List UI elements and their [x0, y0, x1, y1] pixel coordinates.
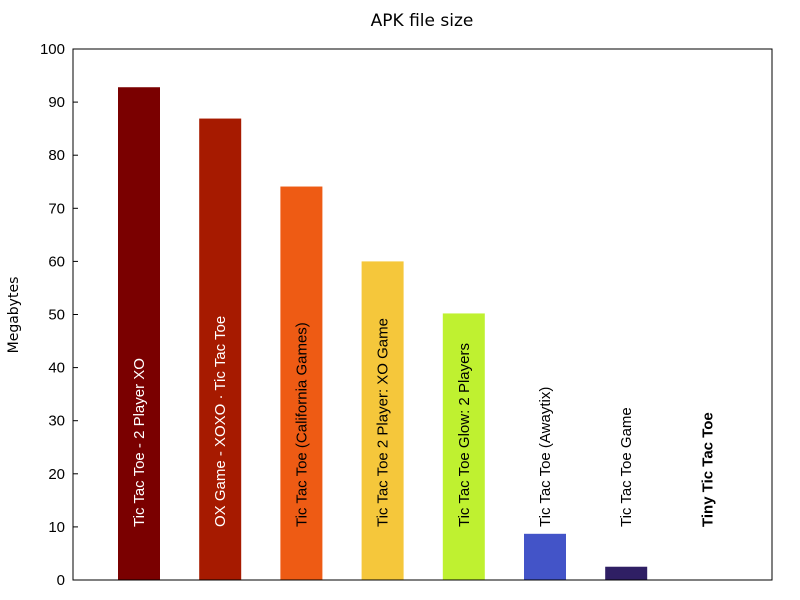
bar-category-label: Tic Tac Toe Game — [618, 407, 635, 527]
bar-category-label: OX Game - XOXO · Tic Tac Toe — [212, 316, 229, 527]
bar — [442, 313, 485, 580]
y-axis: 0 10 20 30 40 50 60 70 80 90 100 — [40, 41, 78, 589]
bar — [280, 186, 323, 581]
y-tick-label: 20 — [48, 466, 65, 483]
y-tick-label: 80 — [48, 147, 65, 164]
y-tick-label: 40 — [48, 360, 65, 377]
y-tick-label: 90 — [48, 94, 65, 111]
bar — [524, 533, 566, 580]
bar — [361, 261, 404, 580]
bar — [199, 118, 242, 580]
y-tick-label: 100 — [40, 41, 65, 58]
y-tick-label: 70 — [48, 200, 65, 217]
chart-title: APK file size — [371, 11, 474, 31]
bar-category-label: Tiny Tic Tac Toe — [699, 412, 716, 527]
bar — [605, 566, 648, 580]
bar-category-label: Tic Tac Toe Glow: 2 Players — [456, 343, 473, 527]
y-tick-label: 0 — [57, 572, 65, 589]
y-tick-label: 60 — [48, 253, 65, 270]
y-tick-label: 50 — [48, 307, 65, 324]
y-axis-label: Megabytes — [6, 277, 22, 354]
bar-category-label: Tic Tac Toe 2 Player: XO Game — [375, 318, 392, 527]
bar — [118, 87, 160, 581]
bar-category-label: Tic Tac Toe - 2 Player XO — [131, 358, 148, 527]
bar-category-label: Tic Tac Toe (Awaytix) — [537, 387, 554, 527]
y-tick-label: 10 — [48, 519, 65, 536]
bars: Tic Tac Toe - 2 Player XO OX Game - XOXO … — [118, 87, 716, 581]
bar-category-label: Tic Tac Toe (California Games) — [293, 322, 310, 527]
plot-frame — [72, 48, 773, 581]
y-tick-label: 30 — [48, 413, 65, 430]
